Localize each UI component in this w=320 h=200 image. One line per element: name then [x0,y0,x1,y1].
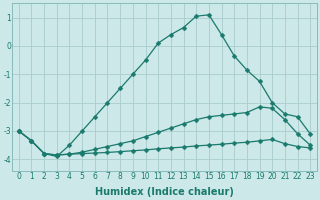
X-axis label: Humidex (Indice chaleur): Humidex (Indice chaleur) [95,187,234,197]
